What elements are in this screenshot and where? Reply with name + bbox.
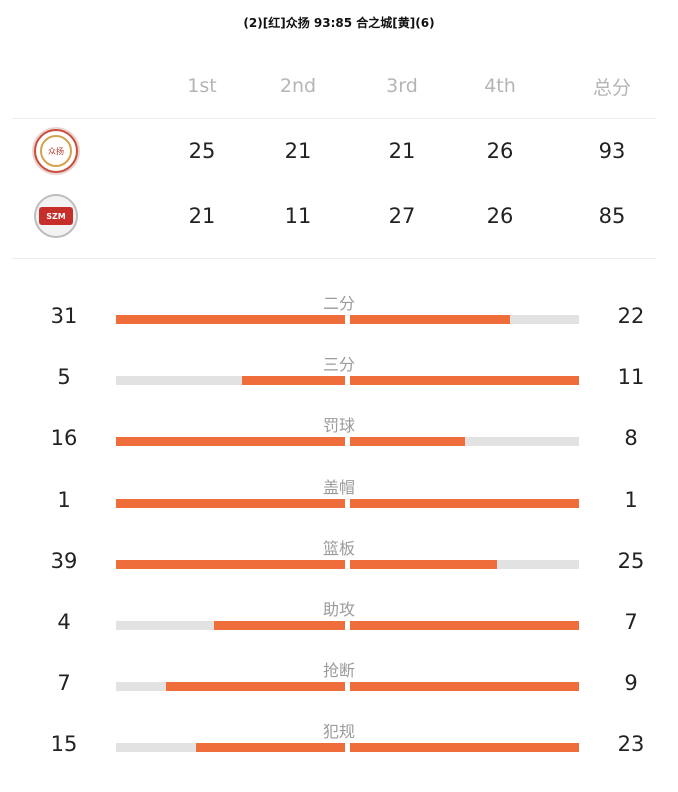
stat-home-value: 5 xyxy=(57,365,71,390)
stat-away-bar-fill xyxy=(350,743,579,753)
header-q1: 1st xyxy=(187,75,217,97)
stat-home-value: 31 xyxy=(50,304,78,328)
stat-home-bar xyxy=(116,376,345,386)
stat-label: 助攻 xyxy=(322,600,355,619)
team-logo-hezhicheng-icon[interactable]: SZM xyxy=(34,194,78,238)
stat-away-bar xyxy=(350,376,579,386)
stat-away-value: 25 xyxy=(617,548,645,573)
team-row-home: 众扬 25 21 21 26 93 xyxy=(12,118,656,183)
stat-home-bar xyxy=(116,559,345,569)
section-divider xyxy=(12,258,656,259)
stat-home-bar xyxy=(116,682,345,692)
stat-away-value: 11 xyxy=(617,365,645,390)
stat-row: 盖帽 1 1 xyxy=(0,474,678,535)
stat-away-bar-fill xyxy=(350,376,579,386)
stat-away-value: 9 xyxy=(624,671,638,696)
stat-away-bar xyxy=(350,315,579,324)
stat-away-bar-fill xyxy=(350,437,465,447)
stat-row: 抢断 7 9 xyxy=(0,657,678,718)
stat-home-bar-fill xyxy=(196,743,345,753)
team-logo-text: 众扬 xyxy=(40,135,72,167)
header-q2: 2nd xyxy=(279,75,317,97)
stat-label: 三分 xyxy=(322,355,355,375)
stat-home-value: 39 xyxy=(50,548,78,573)
stat-row: 二分 31 22 xyxy=(0,290,678,351)
away-q4: 26 xyxy=(486,204,514,228)
away-q3: 27 xyxy=(388,204,416,228)
stat-home-value: 1 xyxy=(57,487,71,512)
stat-away-bar xyxy=(350,743,579,753)
stat-row: 篮板 39 25 xyxy=(0,535,678,596)
stat-label: 罚球 xyxy=(322,416,355,436)
scoreboard-header: 1st 2nd 3rd 4th 总分 xyxy=(12,56,656,116)
stat-away-value: 23 xyxy=(617,732,645,757)
stat-away-bar-fill xyxy=(350,682,579,692)
away-q2: 11 xyxy=(284,204,312,228)
stat-row: 助攻 4 7 xyxy=(0,596,678,657)
stat-home-value: 7 xyxy=(57,671,71,696)
stat-home-bar-fill xyxy=(116,315,345,324)
stat-row: 三分 5 11 xyxy=(0,351,678,412)
header-total: 总分 xyxy=(592,76,631,99)
home-q3: 21 xyxy=(388,139,416,163)
stat-home-value: 16 xyxy=(50,426,78,451)
stat-away-bar-fill xyxy=(350,621,579,630)
stat-home-bar xyxy=(116,498,345,508)
stat-home-bar xyxy=(116,743,345,753)
stat-away-bar xyxy=(350,559,579,569)
stat-home-bar xyxy=(116,315,345,324)
stat-home-value: 15 xyxy=(50,732,78,757)
home-total: 93 xyxy=(598,139,626,163)
stat-home-bar-fill xyxy=(241,376,345,386)
stat-home-bar-fill xyxy=(116,559,345,569)
stat-home-value: 4 xyxy=(57,610,71,634)
stat-label: 犯规 xyxy=(322,722,355,742)
stat-label: 二分 xyxy=(322,294,355,313)
stat-away-bar xyxy=(350,682,579,692)
stat-away-bar-fill xyxy=(350,559,497,569)
home-q1: 25 xyxy=(188,139,216,163)
away-q1: 21 xyxy=(188,204,216,228)
stat-away-value: 7 xyxy=(624,610,638,634)
scoreboard: 1st 2nd 3rd 4th 总分 众扬 25 21 21 26 93 SZM… xyxy=(12,56,656,256)
stat-home-bar xyxy=(116,437,345,447)
header-q4: 4th xyxy=(484,75,516,97)
stat-away-value: 1 xyxy=(624,487,638,512)
team-row-away: SZM 21 11 27 26 85 xyxy=(12,184,656,248)
stat-away-bar xyxy=(350,498,579,508)
stat-home-bar-fill xyxy=(116,437,345,447)
stat-away-value: 8 xyxy=(624,426,638,451)
team-logo-text: SZM xyxy=(39,207,73,225)
stat-away-bar xyxy=(350,621,579,630)
stat-away-bar-fill xyxy=(350,498,579,508)
header-q3: 3rd xyxy=(386,75,418,97)
team-logo-zhongyang-icon[interactable]: 众扬 xyxy=(34,129,78,173)
home-q2: 21 xyxy=(284,139,312,163)
stat-away-bar xyxy=(350,437,579,447)
stat-home-bar-fill xyxy=(214,621,345,630)
match-title: (2)[红]众扬 93:85 合之城[黄](6) xyxy=(243,16,435,30)
stat-away-value: 22 xyxy=(617,304,645,328)
stat-row: 犯规 15 23 xyxy=(0,718,678,779)
home-q4: 26 xyxy=(486,139,514,163)
stat-home-bar xyxy=(116,621,345,630)
stat-label: 抢断 xyxy=(322,661,355,681)
stat-label: 篮板 xyxy=(322,538,355,558)
stat-home-bar-fill xyxy=(116,498,345,508)
stat-label: 盖帽 xyxy=(322,477,355,497)
stat-row: 罚球 16 8 xyxy=(0,412,678,473)
away-total: 85 xyxy=(598,204,626,228)
stat-away-bar-fill xyxy=(350,315,511,324)
stat-home-bar-fill xyxy=(166,682,345,692)
